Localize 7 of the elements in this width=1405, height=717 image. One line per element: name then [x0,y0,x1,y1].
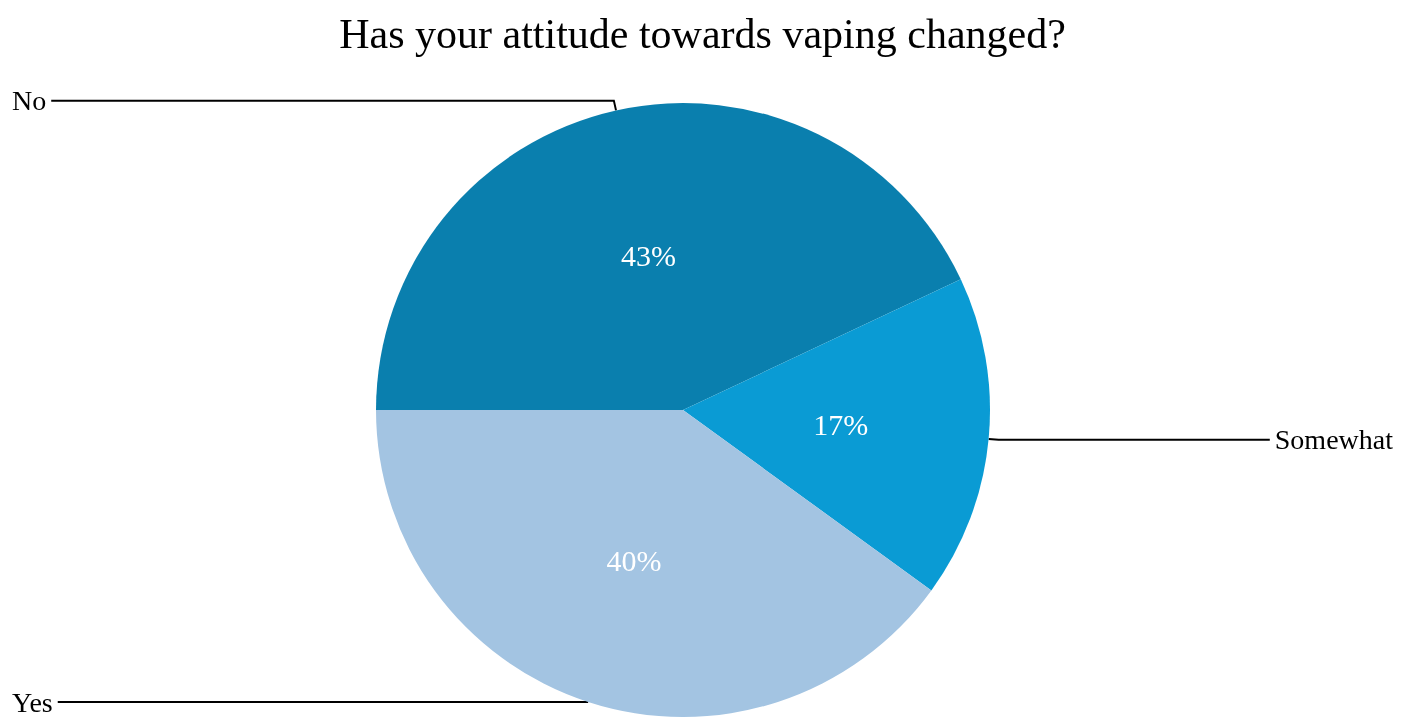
data-label: 43% [620,238,676,272]
data-label: 40% [606,544,662,578]
data-label: 17% [813,408,869,442]
chart-title: Has your attitude towards vaping changed? [339,11,1066,57]
slice-label: Somewhat [1274,424,1394,456]
slice-label: Yes [12,686,53,717]
slice-label: No [12,85,47,117]
